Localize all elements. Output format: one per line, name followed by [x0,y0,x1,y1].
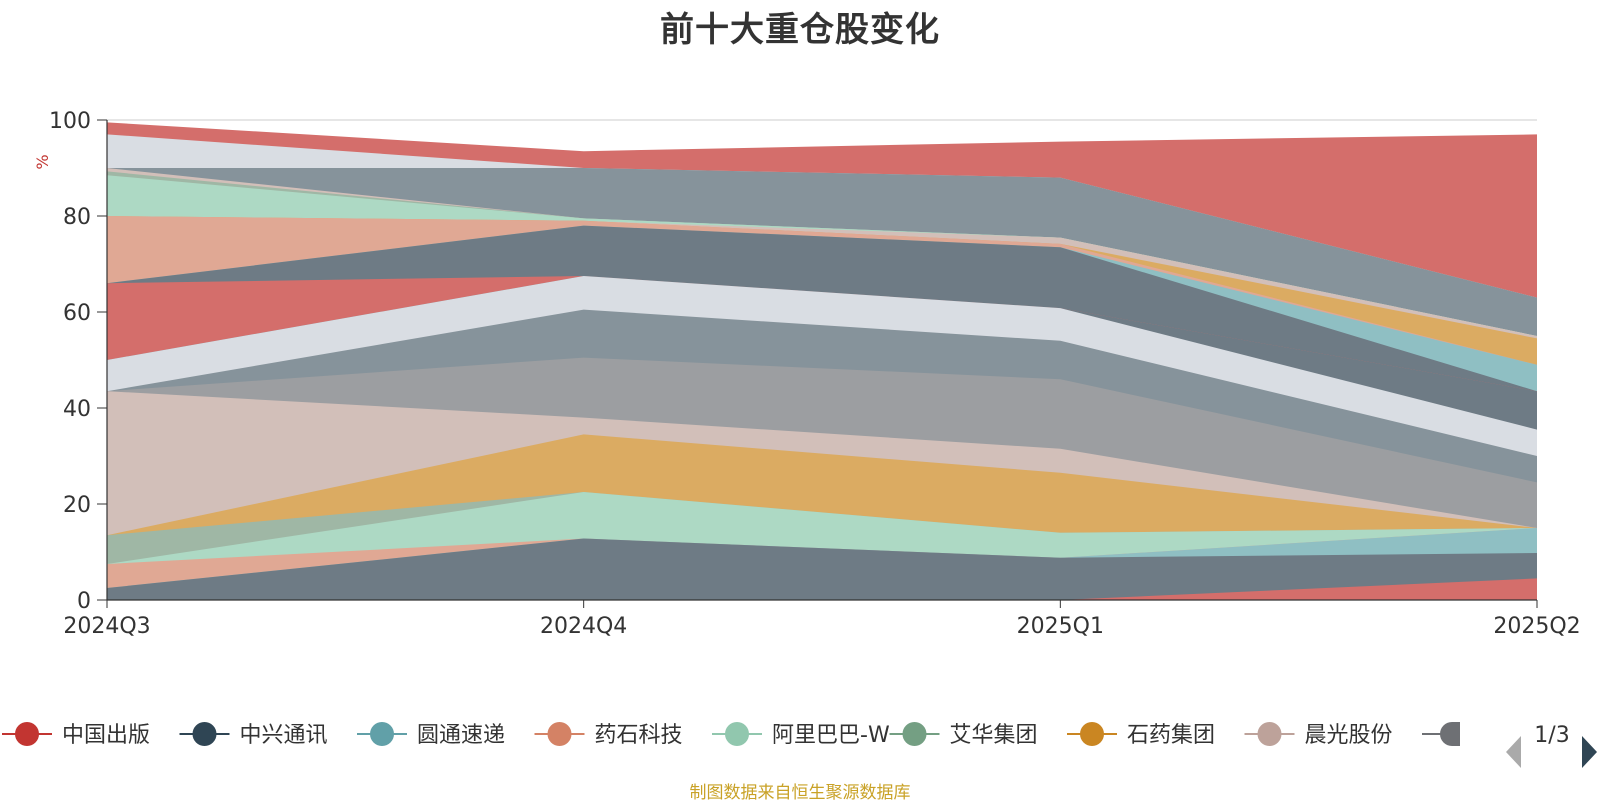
x-tick-label: 2024Q3 [63,614,150,639]
y-tick-label: 20 [63,493,91,518]
legend-item[interactable]: 石药集团 [1067,722,1215,748]
legend-item[interactable]: 艾华集团 [889,722,1038,748]
legend-label: 药石科技 [595,723,683,748]
y-tick-label: 40 [63,397,91,422]
legend: 中国出版 中兴通讯 圆通速递 药石科技 阿里巴巴-W 艾华集团 石药集团 晨光股份 [2,722,1460,748]
legend-marker-icon [1080,722,1104,746]
legend-item-partial[interactable] [1422,722,1460,746]
legend-page-indicator: 1/3 [1534,723,1569,748]
area-layer [107,538,1537,600]
legend-pager: 1/3 [1506,723,1597,768]
legend-label: 阿里巴巴-W [772,723,890,748]
y-tick-label: 100 [49,109,91,134]
legend-item[interactable]: 晨光股份 [1244,722,1393,748]
legend-item[interactable]: 中兴通讯 [179,722,328,748]
legend-label: 石药集团 [1127,723,1215,748]
legend-item[interactable]: 药石科技 [534,722,683,748]
legend-marker-icon [547,722,572,746]
x-tick-label: 2025Q2 [1493,614,1580,639]
legend-label: 圆通速递 [417,723,505,748]
legend-marker-icon [725,722,749,746]
legend-marker-icon [1440,722,1460,746]
area-layer [107,578,1537,600]
chart-title: 前十大重仓股变化 [660,10,940,50]
legend-item[interactable]: 阿里巴巴-W [712,722,890,748]
legend-next-icon[interactable] [1582,736,1597,768]
legend-marker-icon [1257,722,1282,746]
area-series [107,122,1537,601]
legend-label: 艾华集团 [950,723,1038,748]
legend-label: 中兴通讯 [240,723,328,748]
axes: 0 20 40 60 80 100 2024Q3 2024Q4 2025Q1 2025Q2 [49,109,1581,639]
legend-marker-icon [902,722,927,746]
x-tick-label: 2025Q1 [1017,614,1104,639]
y-axis-label: % [33,154,52,169]
legend-item[interactable]: 中国出版 [2,722,150,748]
y-tick-label: 60 [63,301,91,326]
legend-marker-icon [370,722,394,746]
y-tick-label: 80 [63,205,91,230]
y-tick-label: 0 [77,589,91,614]
data-source-note: 制图数据来自恒生聚源数据库 [689,783,911,803]
x-tick-label: 2024Q4 [540,614,627,639]
legend-prev-icon[interactable] [1506,736,1521,768]
legend-item[interactable]: 圆通速递 [357,722,505,748]
legend-label: 中国出版 [62,723,150,748]
legend-marker-icon [15,722,39,746]
legend-label: 晨光股份 [1305,723,1393,748]
legend-marker-icon [192,722,217,746]
